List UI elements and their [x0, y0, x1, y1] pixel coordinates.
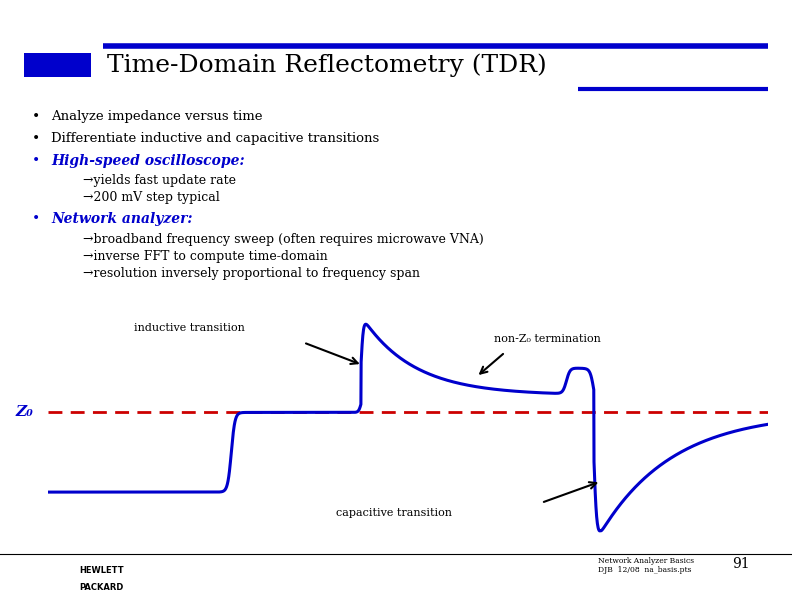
- Text: •: •: [32, 132, 40, 146]
- Text: inductive transition: inductive transition: [134, 323, 245, 333]
- Text: High-speed oscilloscope:: High-speed oscilloscope:: [51, 154, 245, 168]
- Text: Time-Domain Reflectometry (TDR): Time-Domain Reflectometry (TDR): [107, 53, 546, 76]
- Text: non-Z₀ termination: non-Z₀ termination: [494, 334, 601, 343]
- Text: •: •: [32, 212, 40, 226]
- Text: 91: 91: [733, 557, 750, 571]
- Text: →yields fast update rate: →yields fast update rate: [83, 174, 236, 187]
- Text: PACKARD: PACKARD: [79, 583, 124, 592]
- Text: HEWLETT: HEWLETT: [79, 566, 124, 575]
- Text: •: •: [32, 154, 40, 168]
- Text: capacitive transition: capacitive transition: [336, 508, 451, 518]
- Text: →broadband frequency sweep (often requires microwave VNA): →broadband frequency sweep (often requir…: [83, 233, 484, 245]
- Text: Z₀: Z₀: [15, 405, 33, 419]
- Text: Analyze impedance versus time: Analyze impedance versus time: [51, 110, 263, 123]
- Text: →200 mV step typical: →200 mV step typical: [83, 191, 220, 204]
- Text: →resolution inversely proportional to frequency span: →resolution inversely proportional to fr…: [83, 267, 421, 280]
- Text: Differentiate inductive and capacitive transitions: Differentiate inductive and capacitive t…: [51, 132, 379, 144]
- Text: Network analyzer:: Network analyzer:: [51, 212, 193, 226]
- Text: hp: hp: [29, 577, 48, 590]
- Text: Network Analyzer Basics
DJB  12/08  na_basis.pts: Network Analyzer Basics DJB 12/08 na_bas…: [598, 557, 694, 574]
- Text: →inverse FFT to compute time-domain: →inverse FFT to compute time-domain: [83, 250, 328, 263]
- Text: •: •: [32, 110, 40, 124]
